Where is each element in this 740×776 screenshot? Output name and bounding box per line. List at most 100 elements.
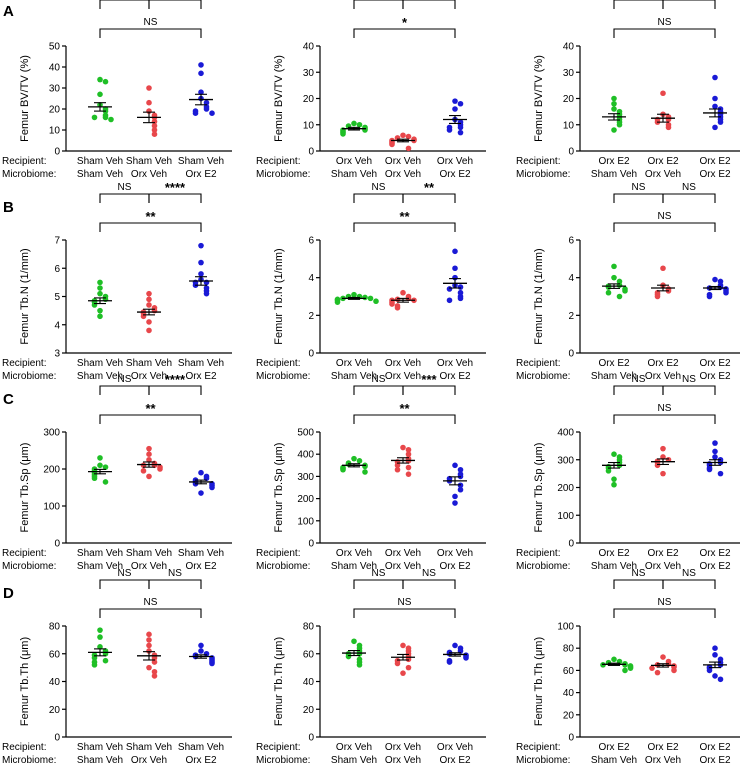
data-point [452, 493, 458, 500]
data-point [151, 673, 158, 679]
y-tick-label: 300 [297, 472, 314, 483]
significance-label: NS [372, 374, 386, 385]
y-tick-label: 50 [49, 42, 61, 53]
data-point [108, 116, 114, 123]
recipient-label: Recipient: [256, 742, 300, 753]
significance-label: ** [145, 209, 156, 224]
y-axis-label: Femur Tb.N (1/mm) [19, 248, 31, 344]
x-tick-label-microbiome: Sham Veh [77, 561, 123, 572]
x-tick-label-recipient: Sham Veh [126, 742, 172, 753]
y-tick-label: 200 [557, 483, 574, 494]
data-point [146, 319, 152, 325]
y-tick-label: 30 [49, 84, 61, 95]
data-point [97, 634, 103, 640]
x-tick-label-microbiome: Orx E2 [439, 169, 471, 180]
x-tick-label-recipient: Orx Veh [437, 742, 473, 753]
significance-bracket [353, 222, 456, 232]
data-point [367, 295, 374, 302]
recipient-label: Recipient: [516, 742, 560, 753]
y-tick-label: 0 [568, 349, 574, 360]
x-tick-label-microbiome: Orx E2 [185, 169, 217, 180]
data-point [146, 327, 152, 334]
data-point [146, 99, 152, 106]
data-point [457, 295, 464, 302]
microbiome-label: Microbiome: [516, 561, 570, 572]
data-point [209, 660, 215, 667]
row-label-A: A [3, 3, 14, 20]
data-point [452, 642, 458, 649]
y-axis-label: Femur Tb.Sp (μm) [19, 443, 31, 533]
y-tick-label: 0 [54, 147, 60, 158]
x-tick-label-microbiome: Orx Veh [645, 371, 681, 382]
data-point [351, 120, 357, 127]
x-tick-label-recipient: Orx E2 [699, 548, 731, 559]
y-axis-label: Femur Tb.Th (μm) [19, 637, 31, 726]
data-point [671, 667, 677, 674]
y-axis-label: Femur Tb.Th (μm) [533, 637, 545, 726]
recipient-label: Recipient: [2, 156, 46, 167]
data-point [394, 135, 401, 141]
y-tick-label: 10 [49, 126, 61, 137]
data-point [649, 665, 655, 671]
data-point [91, 655, 98, 661]
data-point [452, 98, 458, 104]
x-tick-label-recipient: Sham Veh [126, 156, 172, 167]
data-point [151, 659, 158, 665]
y-tick-label: 400 [557, 428, 574, 439]
y-tick-label: 40 [563, 688, 575, 699]
y-tick-label: 40 [49, 677, 61, 688]
significance-bracket [353, 385, 404, 395]
recipient-label: Recipient: [516, 358, 560, 369]
x-tick-label-microbiome: Sham Veh [591, 561, 637, 572]
data-point [611, 274, 617, 281]
x-tick-label-microbiome: Orx Veh [131, 169, 167, 180]
microbiome-label: Microbiome: [256, 169, 310, 180]
data-point [712, 673, 718, 679]
data-point [706, 466, 713, 473]
significance-label: NS [658, 403, 672, 414]
significance-bracket [353, 28, 456, 38]
data-point [405, 664, 412, 671]
data-point [97, 313, 103, 320]
data-point [446, 297, 453, 304]
significance-label: NS [682, 568, 696, 579]
data-point [340, 131, 346, 137]
data-point [660, 470, 666, 477]
data-point [91, 114, 98, 121]
significance-bracket [99, 28, 202, 38]
data-point [400, 289, 406, 296]
data-point [611, 451, 617, 458]
data-point [605, 468, 612, 474]
row-label-C: C [3, 391, 14, 408]
y-tick-label: 20 [563, 710, 575, 721]
data-point [203, 99, 210, 106]
x-tick-label-microbiome: Sham Veh [331, 561, 377, 572]
significance-label: NS [144, 597, 158, 608]
y-tick-label: 300 [43, 428, 60, 439]
x-tick-label-recipient: Orx Veh [385, 742, 421, 753]
data-point [146, 302, 152, 308]
data-point [389, 141, 395, 148]
data-point [611, 100, 617, 107]
row-label-B: B [3, 199, 14, 216]
y-tick-label: 300 [557, 455, 574, 466]
data-point [712, 103, 718, 110]
y-axis-label: Femur BV/TV (%) [273, 55, 285, 142]
y-tick-label: 20 [49, 705, 61, 716]
significance-bracket [662, 385, 716, 395]
data-point [209, 110, 215, 116]
data-point [394, 305, 401, 311]
y-tick-label: 60 [49, 649, 61, 660]
data-point [611, 481, 617, 488]
x-tick-label-microbiome: Sham Veh [331, 169, 377, 180]
data-point [452, 500, 458, 506]
y-tick-label: 80 [303, 622, 315, 633]
row-label-D: D [3, 585, 14, 602]
y-tick-label: 20 [49, 105, 61, 116]
data-point [712, 645, 718, 651]
data-point [616, 293, 623, 300]
significance-bracket [148, 385, 202, 395]
y-tick-label: 4 [568, 273, 574, 284]
data-point [394, 466, 401, 473]
